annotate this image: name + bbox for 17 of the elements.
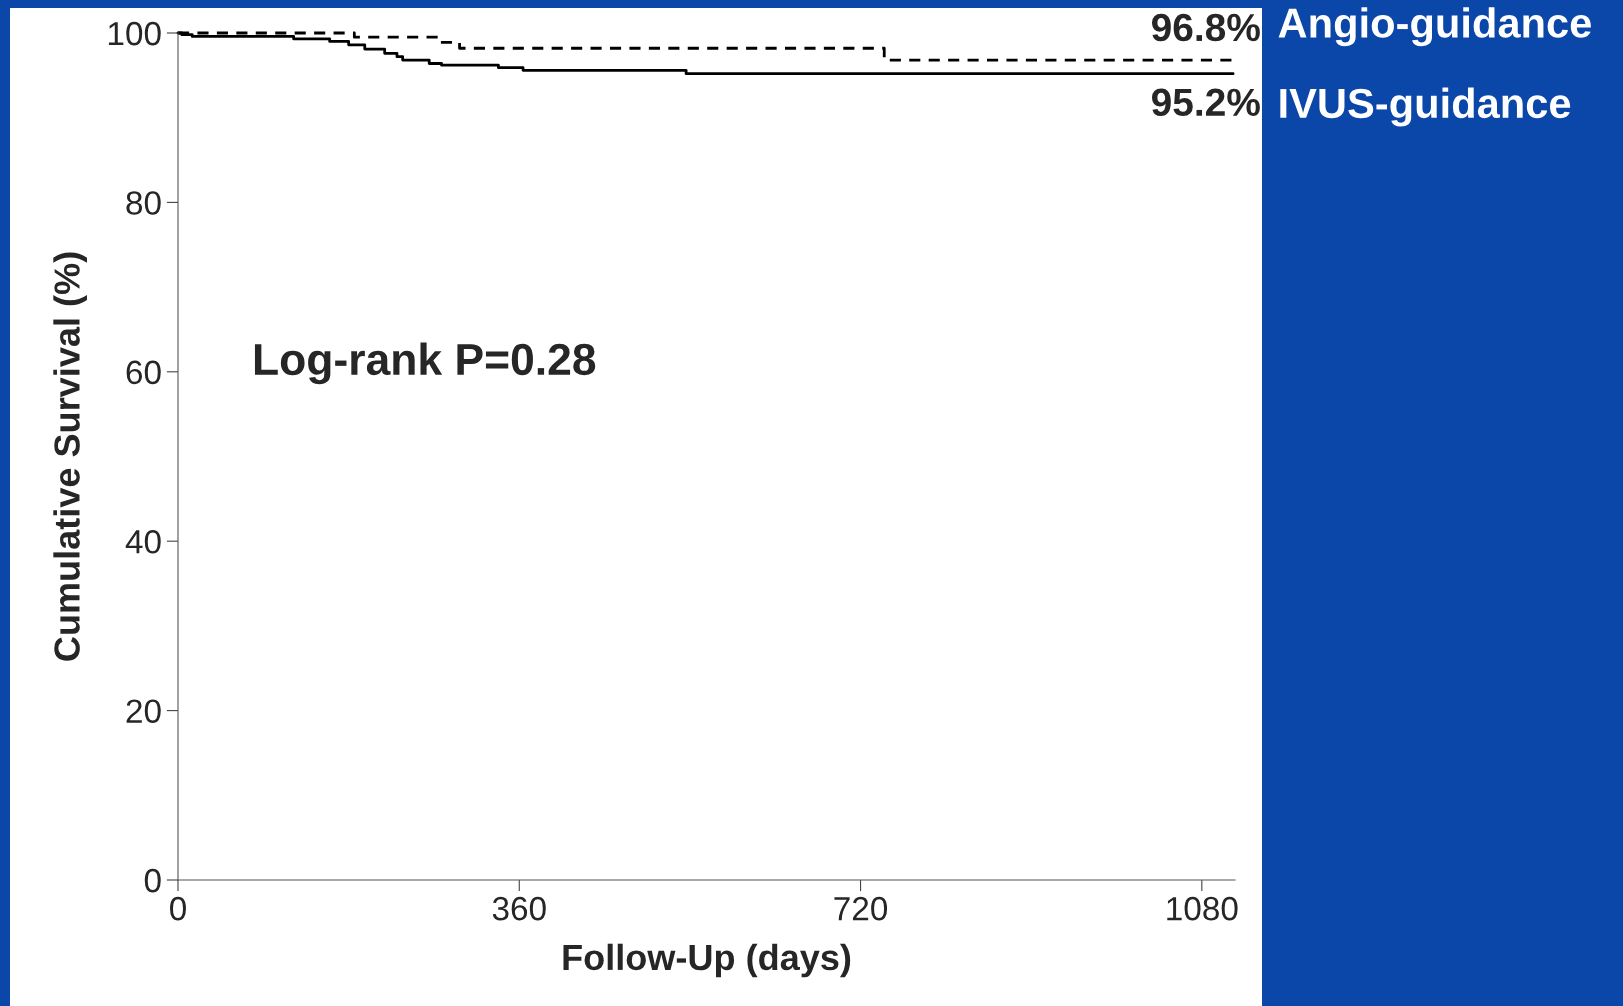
x-tick-label: 1080 [1167,896,1238,921]
annotation: 96.8% [1151,13,1260,42]
series-label: IVUS-guidance [1280,87,1571,127]
y-tick-label: 0 [144,868,161,893]
x-tick-label: 720 [834,896,888,921]
x-tick-label: 0 [170,896,186,921]
annotation: Log-rank P=0.28 [254,342,596,385]
x-axis-title: Follow-Up (days) [563,943,851,978]
annotation: 95.2% [1151,88,1260,117]
y-tick-label: 20 [126,699,161,724]
y-axis-title: Cumulative Survival (%) [53,252,87,661]
y-tick-label: 100 [108,21,161,46]
y-tick-label: 40 [125,530,161,554]
x-tick-label: 360 [492,896,546,921]
series-label: Angio-guidance [1278,7,1591,47]
y-tick-label: 60 [126,360,161,385]
y-tick-label: 80 [126,191,161,215]
